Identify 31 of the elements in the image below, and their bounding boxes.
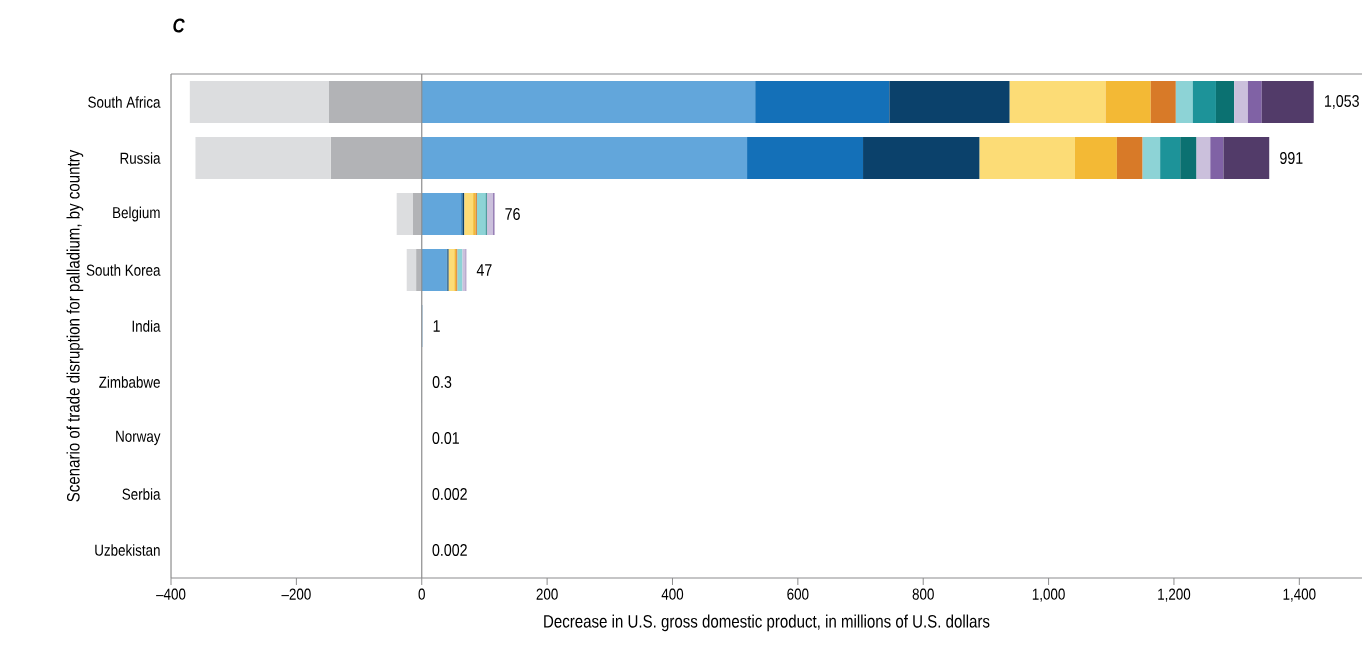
y-tick-label: South Africa bbox=[88, 96, 161, 108]
y-tick-label: India bbox=[132, 320, 161, 332]
x-tick-label: 1,400 bbox=[1283, 588, 1316, 602]
y-tick-label: Russia bbox=[120, 152, 161, 164]
x-tick-label: 800 bbox=[912, 588, 934, 600]
x-axis-title: Decrease in U.S. gross domestic product, in millions of U.S. dollars bbox=[544, 614, 990, 632]
x-tick-label: –400 bbox=[156, 588, 186, 600]
y-tick-label: Uzbekistan bbox=[95, 544, 160, 556]
x-tick-label: 1,200 bbox=[1158, 588, 1191, 602]
total-label: 1,053 bbox=[1325, 95, 1359, 109]
x-tick-label: 400 bbox=[661, 588, 684, 600]
x-tick-label: 200 bbox=[536, 588, 558, 600]
total-label: 0.002 bbox=[432, 487, 467, 500]
x-tick-label: –200 bbox=[281, 588, 311, 600]
y-tick-label: Serbia bbox=[122, 488, 161, 500]
total-label: 0.3 bbox=[432, 376, 452, 388]
y-axis-title: Scenario of trade disruption for palladium, by country bbox=[66, 149, 84, 502]
total-label: 0.01 bbox=[432, 432, 459, 444]
total-label: 1 bbox=[433, 320, 440, 332]
y-tick-label: Belgium bbox=[113, 206, 160, 222]
x-tick-label: 0 bbox=[418, 588, 425, 600]
x-tick-label: 600 bbox=[787, 588, 809, 600]
y-tick-label: South Korea bbox=[86, 264, 161, 276]
chart-title: C bbox=[173, 18, 185, 33]
x-tick-label: 1,000 bbox=[1032, 588, 1065, 602]
total-label: 47 bbox=[476, 264, 492, 276]
total-label: 991 bbox=[1280, 152, 1303, 164]
y-tick-label: Norway bbox=[116, 430, 161, 446]
total-label: 76 bbox=[505, 208, 520, 220]
y-tick-label: Zimbabwe bbox=[99, 376, 160, 388]
total-label: 0.002 bbox=[432, 543, 467, 556]
